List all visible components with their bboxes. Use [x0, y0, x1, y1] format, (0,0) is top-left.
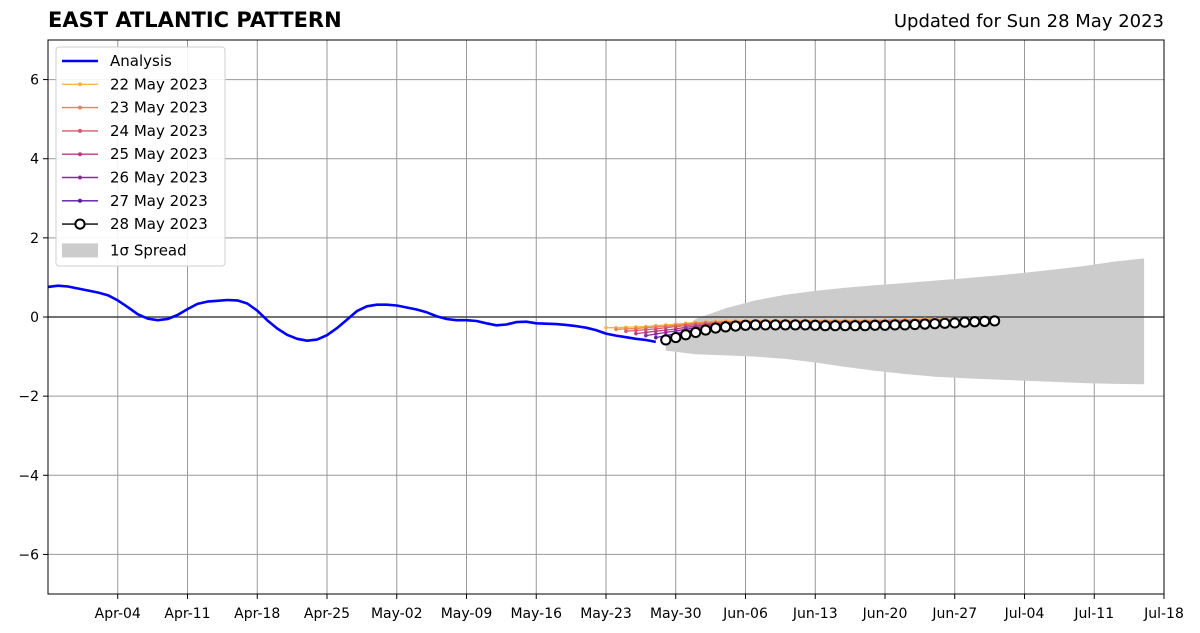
data-point: [654, 335, 658, 340]
legend-swatch-marker: [78, 128, 82, 133]
data-point: [979, 315, 991, 327]
data-point: [680, 329, 692, 341]
x-tick-label: Jul-18: [1143, 606, 1184, 622]
data-point: [909, 318, 921, 331]
legend-label: 25 May 2023: [110, 145, 208, 163]
grid: [48, 40, 1165, 594]
data-point: [899, 319, 911, 331]
data-point: [654, 329, 658, 334]
data-point: [799, 319, 811, 331]
data-point: [644, 327, 648, 332]
data-point: [779, 319, 791, 331]
legend-swatch-marker: [78, 175, 82, 180]
x-tick-label: Jun-27: [931, 606, 977, 622]
data-point: [700, 324, 712, 336]
data-point: [919, 318, 931, 330]
data-point: [604, 325, 608, 330]
data-point: [644, 333, 648, 338]
x-tick-label: Jun-06: [722, 606, 768, 622]
x-tick-label: May-30: [650, 606, 702, 622]
x-tick-label: May-09: [441, 606, 493, 622]
data-point: [739, 319, 752, 331]
x-tick-label: May-02: [371, 606, 423, 622]
data-point: [949, 317, 961, 329]
x-tick-label: Apr-11: [164, 606, 210, 622]
axes: −6 −4 −2 0 2 4 6 Apr-04 Apr-11 Apr-18 Apr-25 May-02…: [18, 73, 1184, 622]
x-tick-label: Jun-20: [862, 606, 908, 622]
legend-label: 28 May 2023: [110, 215, 208, 233]
y-tick-label: −4: [18, 468, 39, 484]
y-tick-label: 2: [30, 231, 39, 247]
data-point: [889, 319, 901, 331]
data-point: [614, 327, 618, 332]
legend-swatch-spread: [62, 243, 98, 258]
legend-label: 23 May 2023: [110, 99, 208, 117]
data-point: [654, 332, 658, 336]
legend-label: 22 May 2023: [110, 75, 208, 93]
legend-swatch-marker: [78, 152, 82, 157]
series-28-may-2023: [660, 315, 1001, 346]
chart-title: EAST ATLANTIC PATTERN: [48, 8, 342, 32]
y-tick-label: 0: [30, 310, 39, 326]
data-point: [719, 321, 732, 333]
data-point: [989, 315, 1001, 327]
y-tick-label: 4: [30, 152, 39, 168]
data-point: [869, 319, 881, 331]
data-point: [644, 330, 648, 335]
data-point: [624, 329, 628, 334]
data-point: [839, 320, 851, 332]
legend-swatch-marker: [78, 82, 82, 87]
legend: Analysis 22 May 2023 23 May 2023 24 May 202…: [55, 46, 226, 267]
data-point: [690, 326, 702, 339]
series-layer: [604, 315, 1001, 346]
y-tick-label: −6: [18, 547, 39, 563]
data-point: [710, 322, 722, 334]
legend-label: 24 May 2023: [110, 122, 208, 140]
x-tick-label: Apr-25: [304, 606, 350, 622]
data-point: [789, 319, 801, 331]
legend-swatch-marker: [78, 198, 82, 203]
x-tick-label: Apr-18: [234, 606, 280, 622]
legend-label: 26 May 2023: [110, 169, 208, 187]
legend-label: 27 May 2023: [110, 192, 208, 210]
data-point: [660, 334, 672, 346]
analysis-line: [47, 284, 657, 344]
x-tick-label: Jul-04: [1004, 606, 1045, 622]
chart-subtitle: Updated for Sun 28 May 2023: [893, 11, 1164, 32]
data-point: [859, 320, 871, 332]
data-point: [663, 330, 668, 335]
data-point: [959, 316, 971, 328]
data-point: [879, 319, 891, 331]
x-tick-label: Jul-11: [1073, 606, 1114, 622]
legend-swatch-marker: [74, 218, 86, 230]
data-point: [670, 331, 682, 344]
legend-label: 1σ Spread: [110, 241, 187, 259]
data-point: [939, 317, 951, 329]
data-point: [749, 319, 762, 331]
x-tick-label: Apr-04: [95, 606, 141, 622]
y-tick-label: −2: [18, 389, 39, 405]
analysis-layer: [47, 284, 657, 344]
data-point: [769, 319, 781, 331]
data-point: [634, 331, 638, 336]
data-point: [849, 320, 861, 332]
legend-box: [55, 46, 226, 267]
y-tick-label: 6: [30, 73, 39, 89]
data-point: [729, 320, 742, 332]
data-point: [673, 329, 678, 333]
data-point: [829, 320, 841, 332]
data-point: [759, 319, 772, 331]
legend-swatch-marker: [78, 105, 82, 110]
data-point: [929, 318, 941, 330]
x-tick-label: Jun-13: [792, 606, 838, 622]
data-point: [819, 320, 831, 332]
x-tick-label: May-16: [510, 606, 562, 622]
data-point: [809, 319, 821, 331]
legend-label: Analysis: [110, 52, 172, 70]
data-point: [634, 328, 638, 333]
data-point: [969, 316, 981, 328]
x-tick-label: May-23: [580, 606, 632, 622]
